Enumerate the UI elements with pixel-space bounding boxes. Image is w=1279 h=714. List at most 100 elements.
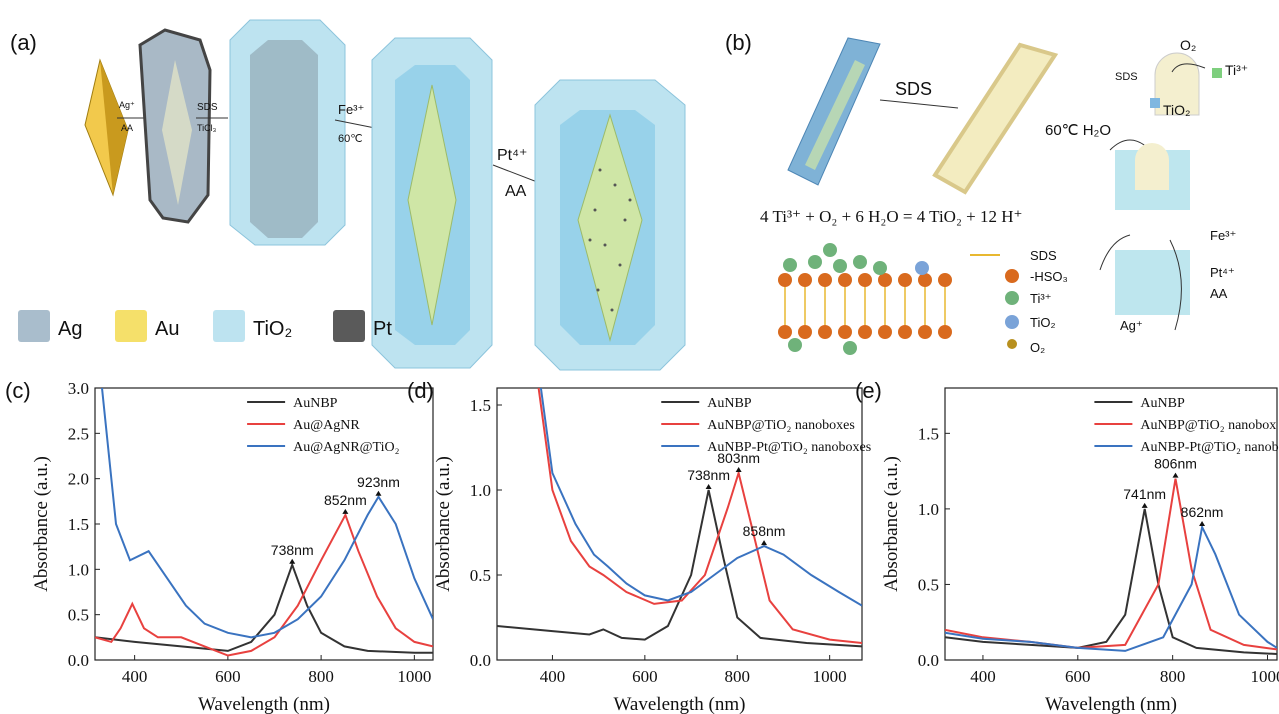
peak-marker [375,490,382,496]
x-tick-label: 800 [1160,667,1186,686]
au-shade [100,60,128,195]
x-tick-label: 600 [1065,667,1091,686]
line-series [537,388,862,644]
step-label: AA [121,123,133,133]
legend-swatch [1005,291,1019,305]
x-axis-label: Wavelength (nm) [614,694,746,714]
step-label: Ag⁺ [119,100,135,110]
label: Ti³⁺ [1225,62,1248,78]
x-tick-label: 600 [632,667,658,686]
label: Fe³⁺ [1210,228,1236,243]
panel-label: (b) [725,30,752,55]
panel-label: (e) [855,378,882,403]
core [162,60,192,205]
y-tick-label: 1.5 [470,396,491,415]
step-label: AA [505,183,527,200]
label: SDS [1115,71,1138,83]
y-axis-label: Absorbance (a.u.) [31,456,52,592]
y-tick-label: 0.5 [68,606,89,625]
ti-square [1212,68,1222,78]
peak-label: 806nm [1154,456,1197,472]
x-axis-label: Wavelength (nm) [198,694,330,714]
y-tick-label: 2.5 [68,424,89,443]
peak-label: 852nm [324,492,367,508]
y-tick-label: 0.0 [470,651,491,670]
plot-frame [944,387,1278,661]
legend-swatch [18,310,50,342]
equation: 4 Ti³⁺ + O₂ + 6 H₂O = 4 TiO₂ + 12 H⁺ [760,207,1022,226]
legend-label: Pt [373,318,392,340]
x-tick-label: 1000 [397,667,431,686]
step-label: Pt⁴⁺ [497,147,527,164]
arrow [334,119,376,129]
label: AA [1210,286,1228,301]
y-tick-label: 1.0 [918,500,939,519]
legend-swatch [213,310,245,342]
membrane [778,243,952,355]
legend-label: TiO₂ [253,318,292,340]
peak-label: 803nm [717,450,760,466]
panel-label: (a) [10,30,37,55]
rod [932,42,1059,195]
peak-marker [342,508,349,514]
peak-label: 738nm [687,467,730,483]
legend-label: Au@AgNR@TiO₂ [293,440,400,455]
x-tick-label: 400 [122,667,148,686]
arrow [1171,63,1206,73]
legend-label: TiO₂ [1030,315,1056,330]
legend-label: O₂ [1030,340,1045,355]
plot-frame [496,387,863,661]
y-tick-label: 1.5 [68,515,89,534]
x-tick-label: 1000 [1251,667,1279,686]
legend-swatch [1005,315,1019,329]
step-label: Fe³⁺ [338,102,364,117]
legend-label: AuNBP [707,396,752,411]
legend-label: Ti³⁺ [1030,291,1052,306]
plot-frame [94,387,434,661]
y-tick-label: 2.0 [68,470,89,489]
step-label: 60℃ [338,133,363,145]
legend-label: AuNBP@TiO₂ nanoboxes [707,418,855,433]
line-series [497,489,862,648]
au-bipyramid [407,84,457,326]
legend-label: Ag [58,318,82,340]
x-tick-label: 800 [725,667,751,686]
pt-dots [588,168,632,312]
x-tick-label: 800 [308,667,334,686]
y-tick-label: 1.5 [918,424,939,443]
y-axis-label: Absorbance (a.u.) [881,456,902,592]
label: Ag⁺ [1120,318,1143,333]
panel-label: (c) [5,378,31,403]
cube [1115,250,1190,315]
step-label: SDS [197,102,218,113]
label: Pt⁴⁺ [1210,265,1235,280]
y-tick-label: 0.0 [68,651,89,670]
tio2-square [1150,98,1160,108]
peak-marker [1141,502,1148,508]
micelle [1154,52,1200,116]
peak-marker [1172,472,1179,478]
y-tick-label: 1.0 [470,481,491,500]
core [805,60,865,170]
legend-label: Au@AgNR [293,418,360,433]
line-series [945,478,1277,651]
x-axis-label: Wavelength (nm) [1045,694,1177,714]
legend-label: AuNBP@TiO₂ nanobox [1140,418,1276,433]
legend-label: AuNBP [293,396,338,411]
y-axis-label: Absorbance (a.u.) [433,456,454,592]
au-bipyramid [577,113,643,342]
y-tick-label: 0.0 [918,651,939,670]
arrow [1169,239,1182,331]
legend-label: AuNBP-Pt@TiO₂ nanobox [1140,440,1279,455]
arrow [1099,234,1131,271]
peak-label: 858nm [743,523,786,539]
peak-label: 862nm [1181,504,1224,520]
x-tick-label: 1000 [813,667,847,686]
peak-label: 741nm [1123,486,1166,502]
ag-rod [250,40,318,238]
peak-label: 923nm [357,474,400,490]
peak-marker [705,484,712,489]
peak-marker [761,540,768,546]
legend-label: AuNBP-Pt@TiO₂ nanoboxes [707,440,871,455]
